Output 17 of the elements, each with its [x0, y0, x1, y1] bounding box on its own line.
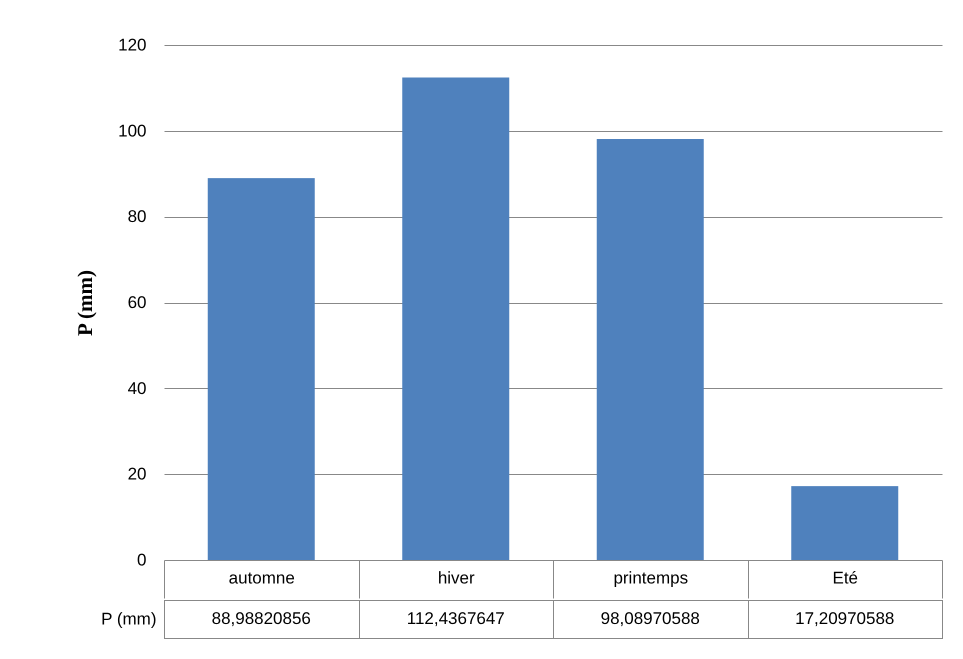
y-tick-label: 0 [137, 550, 146, 570]
y-tick-label: 120 [118, 36, 146, 54]
x-tick-label: printemps [613, 568, 688, 588]
x-tick-label: hiver [438, 568, 476, 588]
data-label: 88,98820856 [212, 609, 311, 628]
data-label: 112,4367647 [406, 609, 505, 628]
y-axis-title: P (mm) [73, 270, 98, 336]
data-label: 98,08970588 [600, 609, 700, 628]
y-tick-label: 40 [128, 378, 146, 398]
x-tick-label: Eté [832, 568, 858, 588]
y-tick-label: 80 [128, 207, 146, 226]
y-tick-label: 60 [128, 293, 146, 312]
data-label: 17,20970588 [795, 609, 894, 628]
text: P (mm) [101, 610, 156, 628]
y-tick-label: 100 [118, 121, 146, 140]
x-tick-label: automne [228, 568, 295, 588]
y-tick-label: 20 [128, 464, 146, 484]
